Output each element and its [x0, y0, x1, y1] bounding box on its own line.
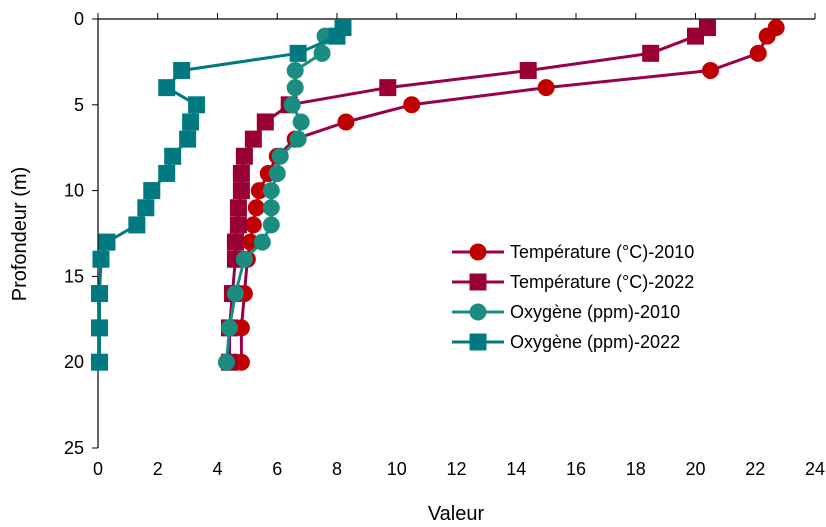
data-point [247, 199, 265, 217]
legend-entry-3: Oxygène (ppm)-2010 [452, 302, 680, 322]
data-point [229, 216, 247, 234]
x-tick-label: 12 [446, 459, 466, 479]
x-tick-label: 2 [153, 459, 163, 479]
x-tick-label: 6 [272, 459, 282, 479]
legend-entry-2: Température (°C)-2022 [452, 272, 694, 292]
data-point [262, 199, 280, 217]
x-tick-label: 20 [685, 459, 705, 479]
x-tick-label: 14 [506, 459, 526, 479]
data-point [537, 79, 555, 97]
data-point [289, 130, 307, 148]
x-tick-label: 0 [93, 459, 103, 479]
x-axis-title: Valeur [428, 503, 485, 525]
data-point [379, 79, 397, 97]
data-point [403, 96, 421, 114]
legend-label: Oxygène (ppm)-2022 [510, 332, 680, 352]
data-point [232, 182, 250, 200]
legend: Température (°C)-2010 Température (°C)-20… [452, 242, 694, 352]
legend-marker [469, 273, 487, 291]
data-point [92, 250, 110, 268]
legend-label: Température (°C)-2022 [510, 272, 694, 292]
data-point [232, 164, 250, 182]
y-tick-label: 25 [64, 438, 84, 458]
data-point [137, 199, 155, 217]
data-point [286, 79, 304, 97]
data-point [268, 164, 286, 182]
data-point [328, 27, 346, 45]
data-point [188, 96, 206, 114]
data-point [158, 164, 176, 182]
data-point [90, 319, 108, 337]
data-point [337, 113, 355, 131]
legend-label: Oxygène (ppm)-2010 [510, 302, 680, 322]
data-point [244, 216, 262, 234]
x-tick-label: 8 [332, 459, 342, 479]
x-tick-label: 4 [212, 459, 222, 479]
data-point [286, 61, 304, 79]
data-point [271, 147, 289, 165]
series-line [239, 26, 778, 363]
data-point [182, 113, 200, 131]
y-tick-label: 10 [64, 181, 84, 201]
y-axis-title: Profondeur (m) [9, 167, 31, 302]
data-point [262, 182, 280, 200]
series-4 [90, 19, 352, 371]
data-point [262, 216, 280, 234]
data-point [642, 44, 660, 62]
data-point [98, 233, 116, 251]
data-point [226, 233, 244, 251]
data-point [235, 147, 253, 165]
x-tick-label: 16 [566, 459, 586, 479]
data-point [90, 285, 108, 303]
data-point [164, 147, 182, 165]
legend-marker [469, 303, 487, 321]
data-point [220, 319, 238, 337]
x-tick-label: 22 [745, 459, 765, 479]
data-point [283, 96, 301, 114]
y-tick-label: 0 [74, 9, 84, 29]
data-series [90, 19, 785, 371]
data-point [292, 113, 310, 131]
y-tick-label: 5 [74, 95, 84, 115]
data-point [235, 250, 253, 268]
legend-marker [469, 333, 487, 351]
data-point [519, 61, 537, 79]
legend-entry-1: Température (°C)-2010 [452, 242, 694, 262]
y-tick-label: 20 [64, 352, 84, 372]
data-point [701, 61, 719, 79]
data-point [90, 353, 108, 371]
data-point [749, 44, 767, 62]
y-tick-label: 15 [64, 266, 84, 286]
data-point [217, 353, 235, 371]
legend-entry-4: Oxygène (ppm)-2022 [452, 332, 680, 352]
data-point [687, 27, 704, 45]
data-point [229, 199, 247, 217]
data-point [313, 44, 331, 62]
data-point [158, 79, 176, 97]
data-point [179, 130, 197, 148]
data-point [253, 233, 271, 251]
legend-label: Température (°C)-2010 [510, 242, 694, 262]
series-line [98, 26, 345, 363]
data-point [143, 182, 161, 200]
x-tick-label: 10 [387, 459, 407, 479]
x-tick-label: 18 [626, 459, 646, 479]
legend-marker [469, 243, 487, 261]
x-tick-label: 24 [805, 459, 825, 479]
data-point [226, 285, 244, 303]
data-point [256, 113, 274, 131]
data-point [758, 27, 776, 45]
data-point [289, 44, 307, 62]
data-point [128, 216, 146, 234]
data-point [173, 61, 191, 79]
data-point [244, 130, 262, 148]
